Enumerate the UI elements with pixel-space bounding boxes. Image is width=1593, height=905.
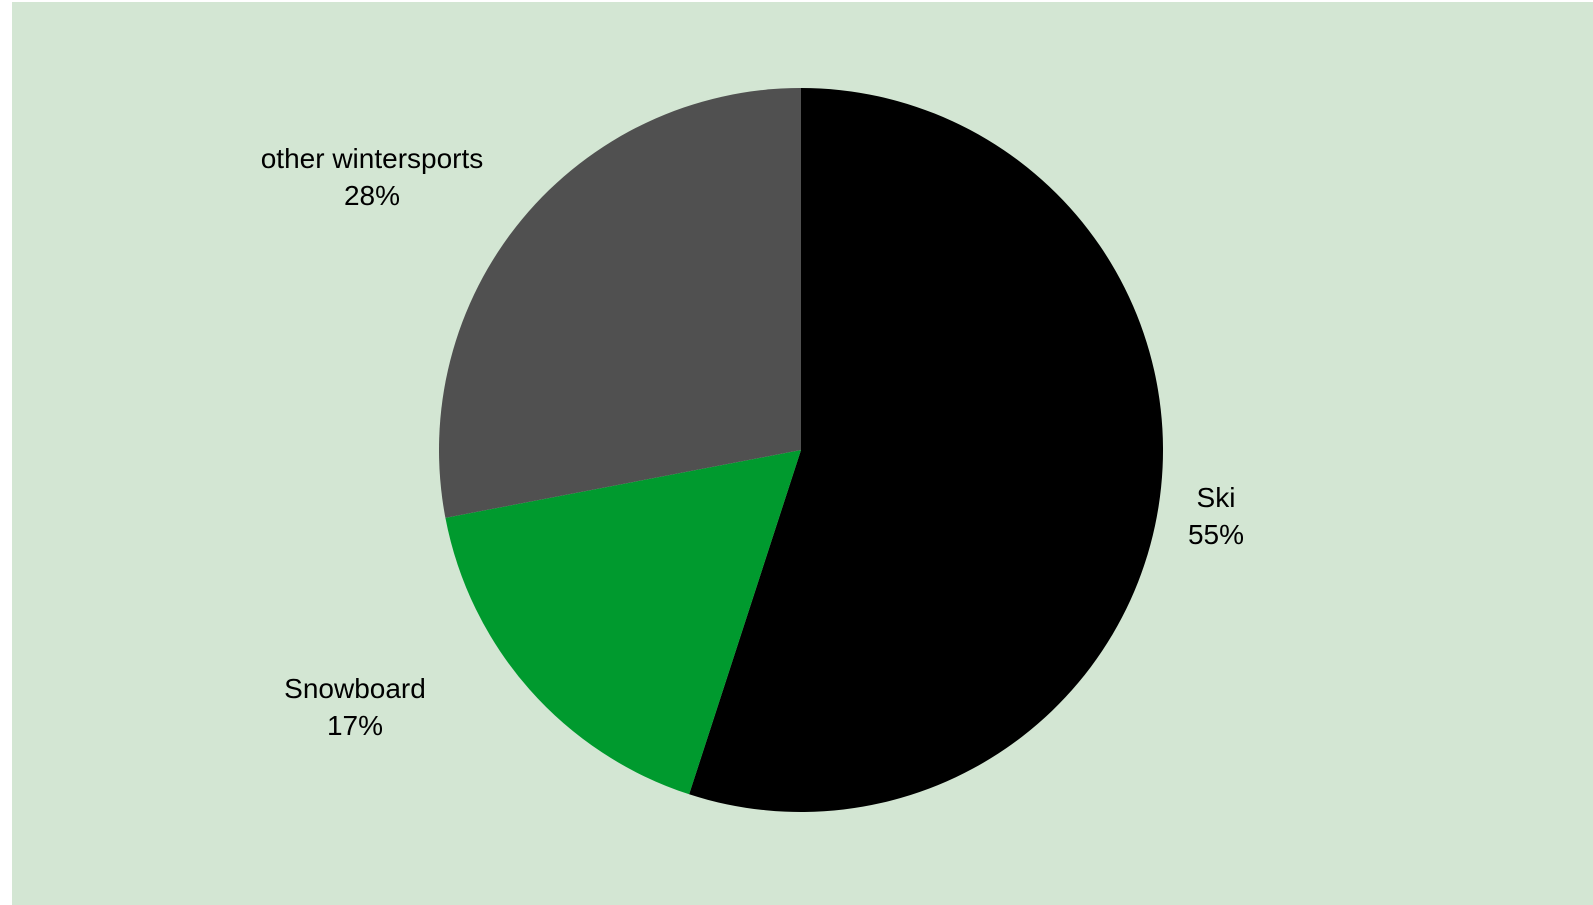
- chart-area: Ski 55% Snowboard 17% other wintersports…: [12, 2, 1593, 905]
- slice-name-ski: Ski: [1196, 482, 1236, 513]
- pie-slice-snowboard: [445, 450, 801, 795]
- pie-slices: [438, 88, 1164, 812]
- slice-percent-other-wintersports: 28%: [343, 180, 401, 211]
- pie-slice-other-wintersports: [438, 88, 801, 518]
- pie-slice-ski: [689, 88, 1164, 812]
- slice-label-other-wintersports: other wintersports 28%: [261, 140, 484, 214]
- slice-label-ski: Ski 55%: [1188, 479, 1244, 553]
- slice-percent-snowboard: 17%: [326, 710, 384, 741]
- slice-label-snowboard: Snowboard 17%: [284, 670, 426, 744]
- slice-name-snowboard: Snowboard: [284, 673, 426, 704]
- slice-percent-ski: 55%: [1187, 519, 1245, 550]
- pie-chart: [12, 2, 1593, 905]
- slice-name-other-wintersports: other wintersports: [260, 143, 484, 174]
